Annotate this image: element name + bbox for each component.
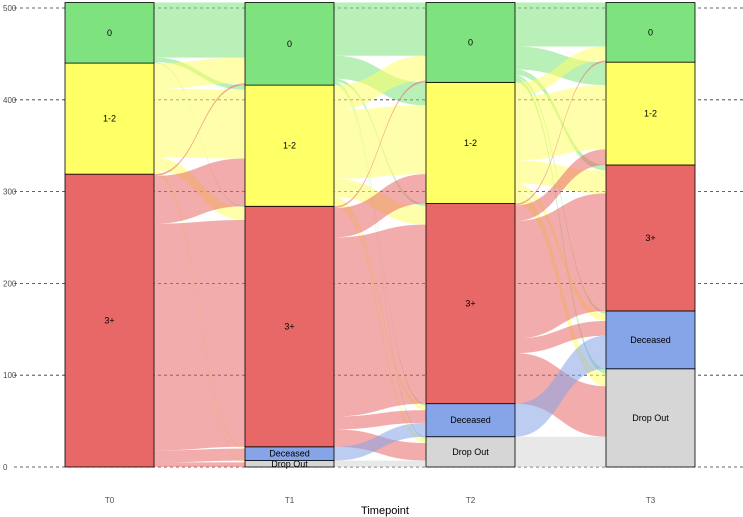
flow-3+-to-1-2 xyxy=(154,158,245,224)
x-axis-ticks: T0 T1 T2 T3 xyxy=(105,496,656,505)
flow-0-to-0 xyxy=(334,2,426,56)
flow-1-2-to-1-2 xyxy=(334,105,426,179)
flow-0-to-deceased xyxy=(515,75,606,314)
stratum-label: Deceased xyxy=(630,335,671,345)
y-tick-label: 200 xyxy=(3,279,17,288)
stratum-label: 0 xyxy=(287,39,292,49)
flow-3+-to-1-2 xyxy=(515,149,606,221)
stratum-t1-1-2 xyxy=(244,84,335,207)
y-tick-label: 0 xyxy=(3,463,8,472)
flow-1-2-to-3+ xyxy=(515,160,606,194)
flow-1-2-to-1-2 xyxy=(154,88,245,159)
stratum-label: 3+ xyxy=(104,316,114,326)
stratum-label: Deceased xyxy=(450,415,491,425)
x-tick-label: T1 xyxy=(285,496,295,505)
flow-0-to-0 xyxy=(515,2,606,47)
stratum-label: 3+ xyxy=(645,233,655,243)
stratum-label: 0 xyxy=(468,37,473,47)
stratum-label: 1-2 xyxy=(283,141,296,151)
stratum-t2-1-2 xyxy=(425,81,516,204)
flow-3+-to-deceased xyxy=(334,410,426,430)
stratum-label: 1-2 xyxy=(464,138,477,148)
stratum-t2-3+ xyxy=(425,203,516,405)
x-axis-title: Timepoint xyxy=(361,505,409,517)
flow-deceased-to-deceased xyxy=(334,422,426,461)
flow-0-to-0 xyxy=(154,2,245,58)
flow-3+-to-3+ xyxy=(515,193,606,339)
stratum-t3-0 xyxy=(605,2,696,63)
stratum-t3-3+ xyxy=(605,164,696,312)
x-tick-label: T2 xyxy=(466,496,476,505)
flow-3+-to-drop-out xyxy=(154,462,245,467)
stratum-label: 1-2 xyxy=(644,109,657,119)
stratum-label: Deceased xyxy=(269,449,310,459)
flow-3+-to-3+ xyxy=(334,224,426,417)
y-tick-label: 300 xyxy=(3,188,17,197)
x-tick-label: T3 xyxy=(646,496,656,505)
stratum-label: 1-2 xyxy=(103,114,116,124)
y-axis-ticks: 0 100 200 300 400 500 xyxy=(3,4,17,472)
flow-1-2-to-0 xyxy=(515,46,606,97)
flow-3+-to-0 xyxy=(154,83,245,176)
stratum-label: 3+ xyxy=(465,299,475,309)
stratum-label: Drop Out xyxy=(632,413,669,423)
flow-3+-to-deceased xyxy=(515,321,606,354)
flow-3+-to-0 xyxy=(515,60,606,206)
stratum-label: 0 xyxy=(648,27,653,37)
flow-3+-to-3+ xyxy=(154,220,245,451)
y-tick-label: 500 xyxy=(3,4,17,13)
stratum-t2-drop-out xyxy=(425,436,516,468)
x-tick-label: T0 xyxy=(105,496,115,505)
flow-1-2-to-0 xyxy=(334,55,426,110)
flow-deceased-to-deceased xyxy=(515,335,606,437)
stratum-label: Drop Out xyxy=(271,459,308,469)
stratum-t2-0 xyxy=(425,2,516,83)
flow-1-2-to-0 xyxy=(154,57,245,89)
flow-1-2-to-1-2 xyxy=(515,85,606,161)
stratum-t0-1-2 xyxy=(64,62,155,175)
stratum-label: 3+ xyxy=(284,322,294,332)
stratum-t3-drop-out xyxy=(605,368,696,468)
flow-drop-out-to-drop-out xyxy=(515,436,606,467)
y-tick-label: 400 xyxy=(3,96,17,105)
stratum-t3-1-2 xyxy=(605,61,696,166)
stratum-t1-3+ xyxy=(244,205,335,448)
stratum-t2-deceased xyxy=(425,403,516,438)
stratum-t1-0 xyxy=(244,2,335,86)
flow-drop-out-to-drop-out xyxy=(334,460,426,467)
flow-ribbons xyxy=(154,2,606,467)
flow-3+-to-0 xyxy=(334,80,426,209)
y-tick-label: 100 xyxy=(3,371,17,380)
stratum-label: Drop Out xyxy=(452,447,489,457)
stratum-label: 0 xyxy=(107,28,112,38)
stratum-t0-3+ xyxy=(64,173,155,468)
stratum-t0-0 xyxy=(64,2,155,64)
flow-3+-to-deceased xyxy=(154,448,245,463)
flow-3+-to-1-2 xyxy=(334,174,426,238)
